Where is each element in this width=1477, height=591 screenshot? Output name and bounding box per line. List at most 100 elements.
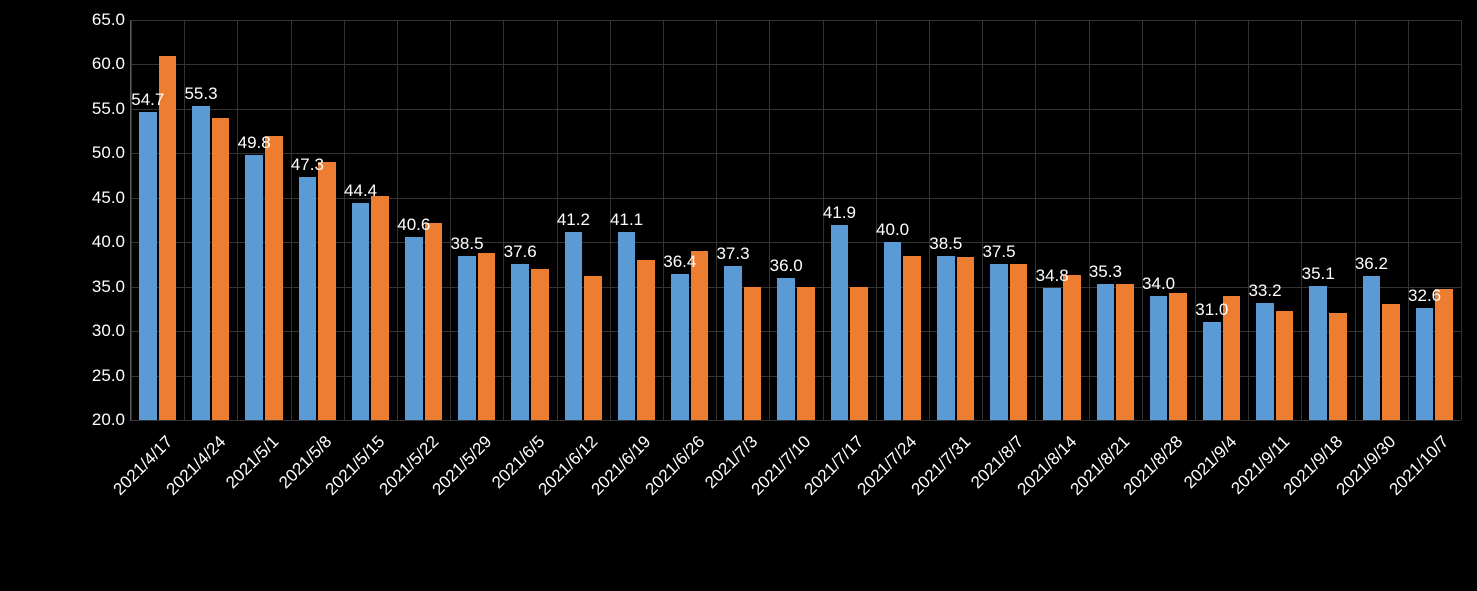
data-label: 44.4: [344, 181, 377, 201]
bar-series-a: [192, 106, 210, 420]
bar-series-a: [1256, 303, 1274, 420]
bar-series-a: [1309, 286, 1327, 420]
gridline-vertical: [716, 20, 717, 420]
bar-series-b: [850, 287, 868, 420]
gridline-vertical: [344, 20, 345, 420]
gridline-vertical: [769, 20, 770, 420]
data-label: 35.3: [1089, 262, 1122, 282]
bar-series-a: [139, 112, 157, 420]
bar-series-a: [831, 225, 849, 420]
y-tick-label: 50.0: [80, 143, 125, 163]
bar-series-a: [1203, 322, 1221, 420]
bar-series-a: [618, 232, 636, 420]
data-label: 34.8: [1036, 266, 1069, 286]
bar-series-a: [245, 155, 263, 420]
bar-series-b: [797, 287, 815, 420]
y-tick-label: 35.0: [80, 277, 125, 297]
gridline-vertical: [1142, 20, 1143, 420]
data-label: 37.3: [716, 244, 749, 264]
gridline-vertical: [237, 20, 238, 420]
y-tick-label: 55.0: [80, 99, 125, 119]
bar-series-b: [531, 269, 549, 420]
data-label: 40.0: [876, 220, 909, 240]
data-label: 40.6: [397, 215, 430, 235]
data-label: 36.2: [1355, 254, 1388, 274]
gridline-vertical: [1408, 20, 1409, 420]
gridline-vertical: [131, 20, 132, 420]
bar-series-a: [458, 256, 476, 420]
data-label: 33.2: [1248, 281, 1281, 301]
gridline-horizontal: [131, 109, 1461, 110]
gridline-vertical: [1461, 20, 1462, 420]
bar-series-b: [1276, 311, 1294, 420]
gridline-vertical: [1035, 20, 1036, 420]
bar-series-b: [371, 196, 389, 420]
bar-series-b: [159, 56, 177, 420]
gridline-vertical: [1355, 20, 1356, 420]
gridline-horizontal: [131, 64, 1461, 65]
bar-series-b: [1116, 284, 1134, 420]
bar-series-a: [405, 237, 423, 420]
bar-series-a: [299, 177, 317, 420]
bar-series-b: [265, 136, 283, 420]
data-label: 38.5: [450, 234, 483, 254]
data-label: 41.2: [557, 210, 590, 230]
chart-container: 54.755.349.847.344.440.638.537.641.241.1…: [0, 0, 1477, 591]
gridline-vertical: [291, 20, 292, 420]
y-tick-label: 25.0: [80, 366, 125, 386]
gridline-vertical: [450, 20, 451, 420]
data-label: 34.0: [1142, 274, 1175, 294]
plot-area: 54.755.349.847.344.440.638.537.641.241.1…: [130, 20, 1461, 421]
bar-series-b: [744, 287, 762, 420]
bar-series-a: [1416, 308, 1434, 420]
gridline-vertical: [1248, 20, 1249, 420]
gridline-vertical: [663, 20, 664, 420]
bar-series-a: [884, 242, 902, 420]
bar-series-b: [1435, 289, 1453, 420]
bar-series-b: [1010, 264, 1028, 420]
bar-series-a: [1043, 288, 1061, 420]
data-label: 41.9: [823, 203, 856, 223]
bar-series-a: [724, 266, 742, 420]
gridline-vertical: [184, 20, 185, 420]
bar-series-b: [318, 162, 336, 420]
bar-series-a: [1097, 284, 1115, 420]
bar-series-a: [1363, 276, 1381, 420]
gridline-horizontal: [131, 153, 1461, 154]
bar-series-b: [584, 276, 602, 420]
bar-series-b: [1329, 313, 1347, 420]
bar-series-a: [937, 256, 955, 420]
data-label: 32.6: [1408, 286, 1441, 306]
x-tick-label: 2021/5/1: [222, 432, 283, 493]
data-label: 31.0: [1195, 300, 1228, 320]
gridline-horizontal: [131, 420, 1461, 421]
gridline-vertical: [1089, 20, 1090, 420]
bar-series-b: [212, 118, 230, 420]
gridline-horizontal: [131, 20, 1461, 21]
gridline-vertical: [1301, 20, 1302, 420]
bar-series-b: [637, 260, 655, 420]
data-label: 54.7: [131, 90, 164, 110]
y-tick-label: 30.0: [80, 321, 125, 341]
bar-series-b: [1063, 275, 1081, 420]
y-tick-label: 45.0: [80, 188, 125, 208]
bar-series-b: [1169, 293, 1187, 420]
bar-series-a: [565, 232, 583, 420]
data-label: 36.0: [770, 256, 803, 276]
data-label: 49.8: [238, 133, 271, 153]
gridline-vertical: [982, 20, 983, 420]
bar-series-a: [352, 203, 370, 420]
y-tick-label: 40.0: [80, 232, 125, 252]
gridline-vertical: [503, 20, 504, 420]
gridline-vertical: [1195, 20, 1196, 420]
data-label: 37.5: [982, 242, 1015, 262]
y-tick-label: 60.0: [80, 54, 125, 74]
y-tick-label: 65.0: [80, 10, 125, 30]
bar-series-b: [1382, 304, 1400, 420]
bar-series-b: [691, 251, 709, 420]
data-label: 36.4: [663, 252, 696, 272]
data-label: 55.3: [184, 84, 217, 104]
data-label: 41.1: [610, 210, 643, 230]
bar-series-a: [1150, 296, 1168, 420]
bar-series-a: [511, 264, 529, 420]
